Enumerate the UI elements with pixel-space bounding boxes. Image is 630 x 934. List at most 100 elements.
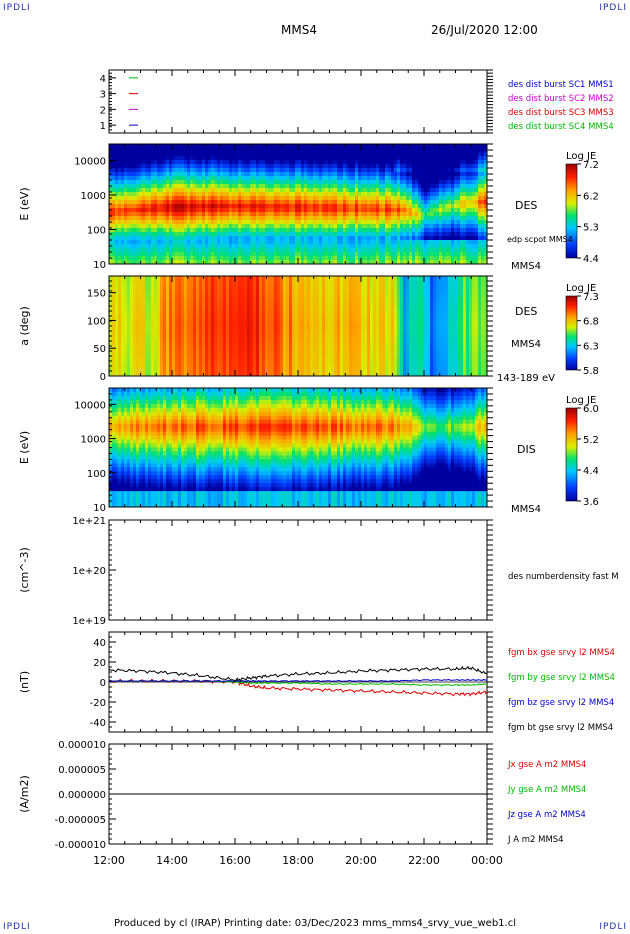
- heatmap-cell: [292, 244, 296, 249]
- heatmap-cell: [145, 352, 149, 357]
- heatmap-cell: [145, 306, 149, 310]
- heatmap-cell: [136, 276, 140, 280]
- heatmap-cell: [199, 332, 203, 337]
- heatmap-cell: [160, 244, 164, 249]
- heatmap-cell: [136, 164, 140, 169]
- heatmap-cell: [280, 172, 284, 177]
- heatmap-cell: [121, 184, 125, 189]
- heatmap-cell: [208, 216, 212, 221]
- heatmap-cell: [241, 252, 245, 257]
- heatmap-cell: [280, 148, 284, 153]
- heatmap-cell: [289, 160, 293, 165]
- heatmap-cell: [448, 216, 452, 221]
- heatmap-cell: [361, 196, 365, 201]
- heatmap-cell: [199, 184, 203, 189]
- heatmap-cell: [397, 224, 401, 229]
- heatmap-cell: [178, 192, 182, 197]
- heatmap-cell: [394, 200, 398, 205]
- heatmap-cell: [457, 164, 461, 169]
- heatmap-cell: [328, 236, 332, 241]
- heatmap-cell: [388, 168, 392, 173]
- heatmap-cell: [160, 329, 164, 334]
- heatmap-cell: [199, 152, 203, 157]
- heatmap-cell: [460, 180, 464, 185]
- heatmap-cell: [115, 329, 119, 334]
- heatmap-cell: [349, 248, 353, 253]
- heatmap-cell: [373, 260, 377, 265]
- heatmap-cell: [463, 172, 467, 177]
- heatmap-cell: [202, 346, 206, 350]
- heatmap-cell: [352, 152, 356, 157]
- heatmap-cell: [271, 208, 275, 213]
- heatmap-cell: [163, 160, 167, 165]
- heatmap-cell: [286, 232, 290, 237]
- heatmap-cell: [289, 204, 293, 209]
- heatmap-cell: [223, 148, 227, 153]
- heatmap-cell: [148, 216, 152, 221]
- heatmap-cell: [295, 240, 299, 245]
- heatmap-cell: [241, 196, 245, 201]
- heatmap-cell: [184, 296, 188, 300]
- heatmap-cell: [139, 152, 143, 157]
- heatmap-cell: [367, 240, 371, 245]
- heatmap-cell: [253, 212, 257, 217]
- heatmap-cell: [241, 208, 245, 213]
- heatmap-cell: [220, 356, 224, 360]
- heatmap-cell: [427, 148, 431, 153]
- heatmap-cell: [163, 292, 167, 297]
- heatmap-cell: [313, 164, 317, 169]
- heatmap-cell: [304, 156, 308, 161]
- heatmap-cell: [358, 220, 362, 225]
- heatmap-cell: [142, 326, 146, 330]
- heatmap-cell: [178, 164, 182, 169]
- heatmap-cell: [208, 168, 212, 173]
- heatmap-cell: [394, 208, 398, 213]
- heatmap-cell: [412, 152, 416, 157]
- heatmap-cell: [319, 148, 323, 153]
- heatmap-cell: [304, 180, 308, 185]
- heatmap-cell: [274, 176, 278, 181]
- heatmap-cell: [217, 192, 221, 197]
- heatmap-cell: [349, 208, 353, 213]
- heatmap-cell: [325, 164, 329, 169]
- heatmap-cell: [175, 289, 179, 294]
- heatmap-cell: [217, 160, 221, 165]
- heatmap-cell: [142, 188, 146, 193]
- heatmap-cell: [181, 216, 185, 221]
- heatmap-cell: [172, 366, 176, 370]
- heatmap-cell: [190, 188, 194, 193]
- heatmap-cell: [472, 208, 476, 213]
- heatmap-cell: [166, 224, 170, 229]
- heatmap-cell: [175, 184, 179, 189]
- heatmap-cell: [151, 208, 155, 213]
- heatmap-cell: [415, 172, 419, 177]
- heatmap-cell: [427, 248, 431, 253]
- heatmap-cell: [112, 329, 116, 334]
- heatmap-cell: [205, 212, 209, 217]
- heatmap-cell: [208, 148, 212, 153]
- heatmap-cell: [262, 236, 266, 241]
- heatmap-cell: [463, 252, 467, 257]
- heatmap-cell: [136, 228, 140, 233]
- heatmap-cell: [277, 224, 281, 229]
- heatmap-cell: [346, 152, 350, 157]
- heatmap-cell: [184, 356, 188, 360]
- heatmap-cell: [196, 248, 200, 253]
- heatmap-cell: [151, 188, 155, 193]
- heatmap-cell: [382, 200, 386, 205]
- heatmap-cell: [460, 156, 464, 161]
- heatmap-cell: [343, 200, 347, 205]
- heatmap-cell: [151, 332, 155, 337]
- heatmap-cell: [379, 248, 383, 253]
- heatmap-cell: [205, 256, 209, 261]
- heatmap-cell: [190, 372, 194, 377]
- heatmap-cell: [478, 240, 482, 245]
- heatmap-cell: [166, 349, 170, 354]
- heatmap-cell: [475, 232, 479, 237]
- heatmap-cell: [196, 252, 200, 257]
- heatmap-cell: [442, 188, 446, 193]
- heatmap-cell: [193, 342, 197, 347]
- heatmap-cell: [277, 256, 281, 261]
- heatmap-cell: [148, 286, 152, 290]
- heatmap-cell: [328, 228, 332, 233]
